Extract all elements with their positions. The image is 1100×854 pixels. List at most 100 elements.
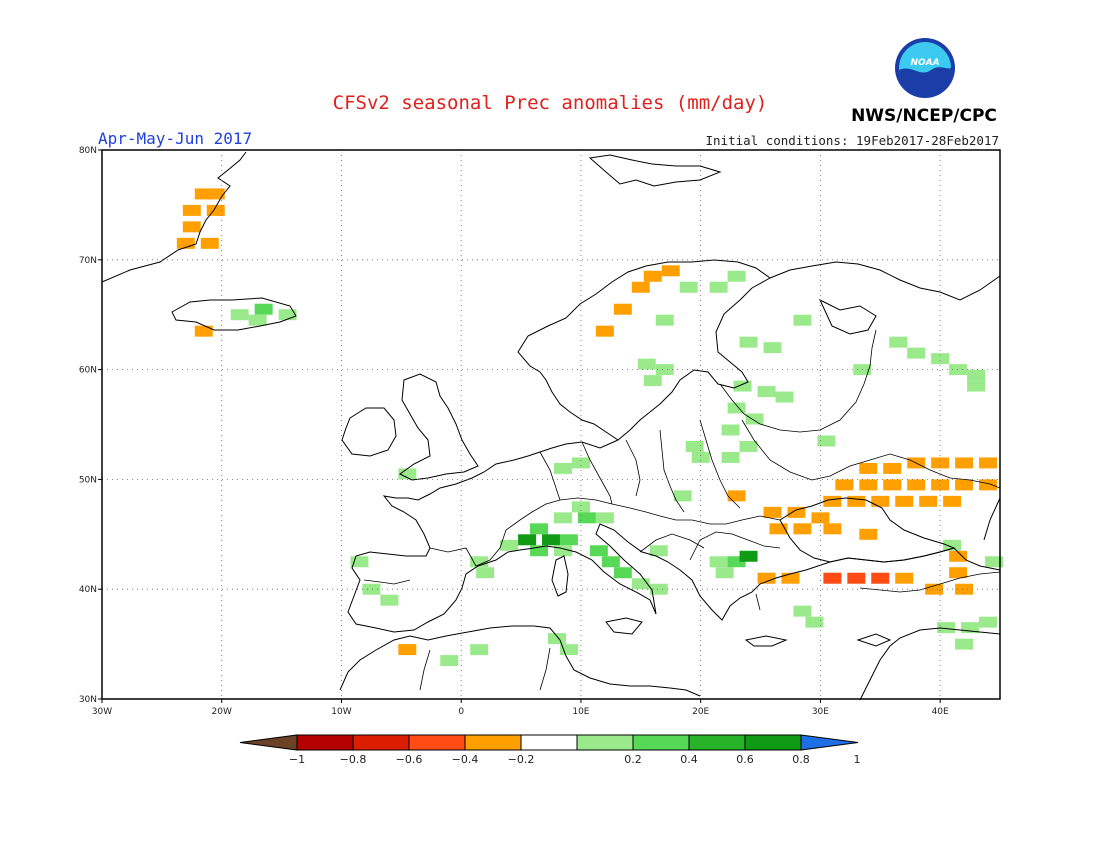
colorbar-tick-labels: −1 −0.8 −0.6 −0.4 −0.2 0.2 0.4 0.6 0.8 1 [289,753,861,766]
anomaly-cell [553,462,572,474]
crete-coast [744,635,788,647]
anomaly-cell [470,556,489,568]
anomaly-cell [763,342,782,354]
colorbar-bin [632,734,690,751]
anomaly-cell [889,336,908,348]
latitude-tick-label: 50N [79,475,97,485]
colorbar-tick-label: 0.4 [680,753,698,766]
anomaly-cell [943,539,962,551]
anomaly-cell [847,495,866,507]
black-sea-coast [779,497,956,563]
noaa-logo-wave [899,67,952,96]
anomaly-cell [643,270,662,282]
longitude-tick-label: 10W [331,707,351,717]
initial-conditions-label: Initial conditions: 19Feb2017-28Feb2017 [706,133,1000,148]
anomaly-cell [194,188,213,200]
anomaly-cell [194,325,213,337]
anomaly-cell [691,451,710,463]
longitude-axis: 30W 20W 10W 0 10E 20E 30E 40E [92,699,949,717]
anomaly-cell [559,534,578,546]
anomaly-cell [859,479,878,491]
figure-title: CFSv2 seasonal Prec anomalies (mm/day) [333,92,768,114]
anomaly-cell [278,309,297,321]
anomaly-cell [931,353,950,365]
longitude-tick-label: 30E [812,707,829,717]
anomaly-cell [518,534,537,546]
latitude-tick-label: 40N [79,585,97,595]
anomaly-cell [859,528,878,540]
season-label: Apr-May-Jun 2017 [98,129,252,148]
colorbar-bin [296,734,354,751]
colorbar-bin [352,734,410,751]
ireland-coast [341,407,397,457]
anomaly-cell [793,605,812,617]
levant-coast [859,627,1001,701]
anomaly-cell [613,567,632,579]
sicily-coast [605,617,643,635]
longitude-tick-label: 20W [212,707,232,717]
anomaly-cell [859,462,878,474]
colorbar-high-arrow [800,734,859,751]
colorbar [239,734,859,751]
colorbar-low-arrow [239,734,298,751]
anomaly-cell [577,512,596,524]
anomaly-cell [835,479,854,491]
anomaly-cell [949,364,968,376]
anomaly-cell [380,594,399,606]
anomaly-cell [643,375,662,387]
longitude-tick-label: 40E [932,707,949,717]
great-britain-coast [399,373,479,481]
anomaly-cell [979,616,998,628]
map-panel: 30W 20W 10W 0 10E 20E 30E 40E 30N 40N 50N 60N 70N 80… [79,146,1003,717]
anomaly-cell [362,583,381,595]
anomaly-cell [763,506,782,518]
anomaly-cell [530,523,549,535]
anomaly-cell [793,314,812,326]
anomaly-cell [679,281,698,293]
anomaly-cell [601,556,620,568]
north-africa-coast [339,625,701,697]
colorbar-tick-label: −0.6 [396,753,423,766]
colorbar-bin [520,734,578,751]
colorbar-tick-label: −1 [289,753,305,766]
anomaly-cell [476,567,495,579]
anomaly-cell [182,221,201,233]
anomaly-cell [955,479,974,491]
anomaly-cell [595,512,614,524]
anomaly-cell [817,435,836,447]
colorbar-tick-label: 0.2 [624,753,642,766]
anomaly-cell [398,644,417,656]
colorbar-bin [408,734,466,751]
anomaly-cell [661,265,680,277]
anomaly-cell [709,281,728,293]
noaa-logo: NOAA [895,38,955,98]
caspian-coast [983,497,1001,541]
anomaly-cell [727,402,746,414]
anomaly-cell [254,303,273,315]
anomaly-cell [685,440,704,452]
map-frame [101,149,1001,700]
anomaly-cell [571,457,590,469]
colorbar-tick-label: 0.8 [792,753,810,766]
anomaly-cell [559,644,578,656]
anomaly-cell [595,325,614,337]
longitude-tick-label: 10E [572,707,589,717]
anomaly-cell [530,545,549,557]
anomaly-cell [637,358,656,370]
anomaly-cell [805,616,824,628]
anomaly-cell [745,413,764,425]
anomaly-cell [631,281,650,293]
anomaly-cell [739,336,758,348]
anomaly-cell [907,479,926,491]
latitude-tick-label: 80N [79,146,97,156]
anomaly-cell [655,364,674,376]
anomaly-cell [919,495,938,507]
kola-coast [769,261,1001,301]
anomaly-cell [883,462,902,474]
anomaly-cell [823,495,842,507]
anomaly-cell [955,583,974,595]
anomaly-cell [571,501,590,513]
anomaly-cell [398,468,417,480]
anomaly-cell [793,523,812,535]
